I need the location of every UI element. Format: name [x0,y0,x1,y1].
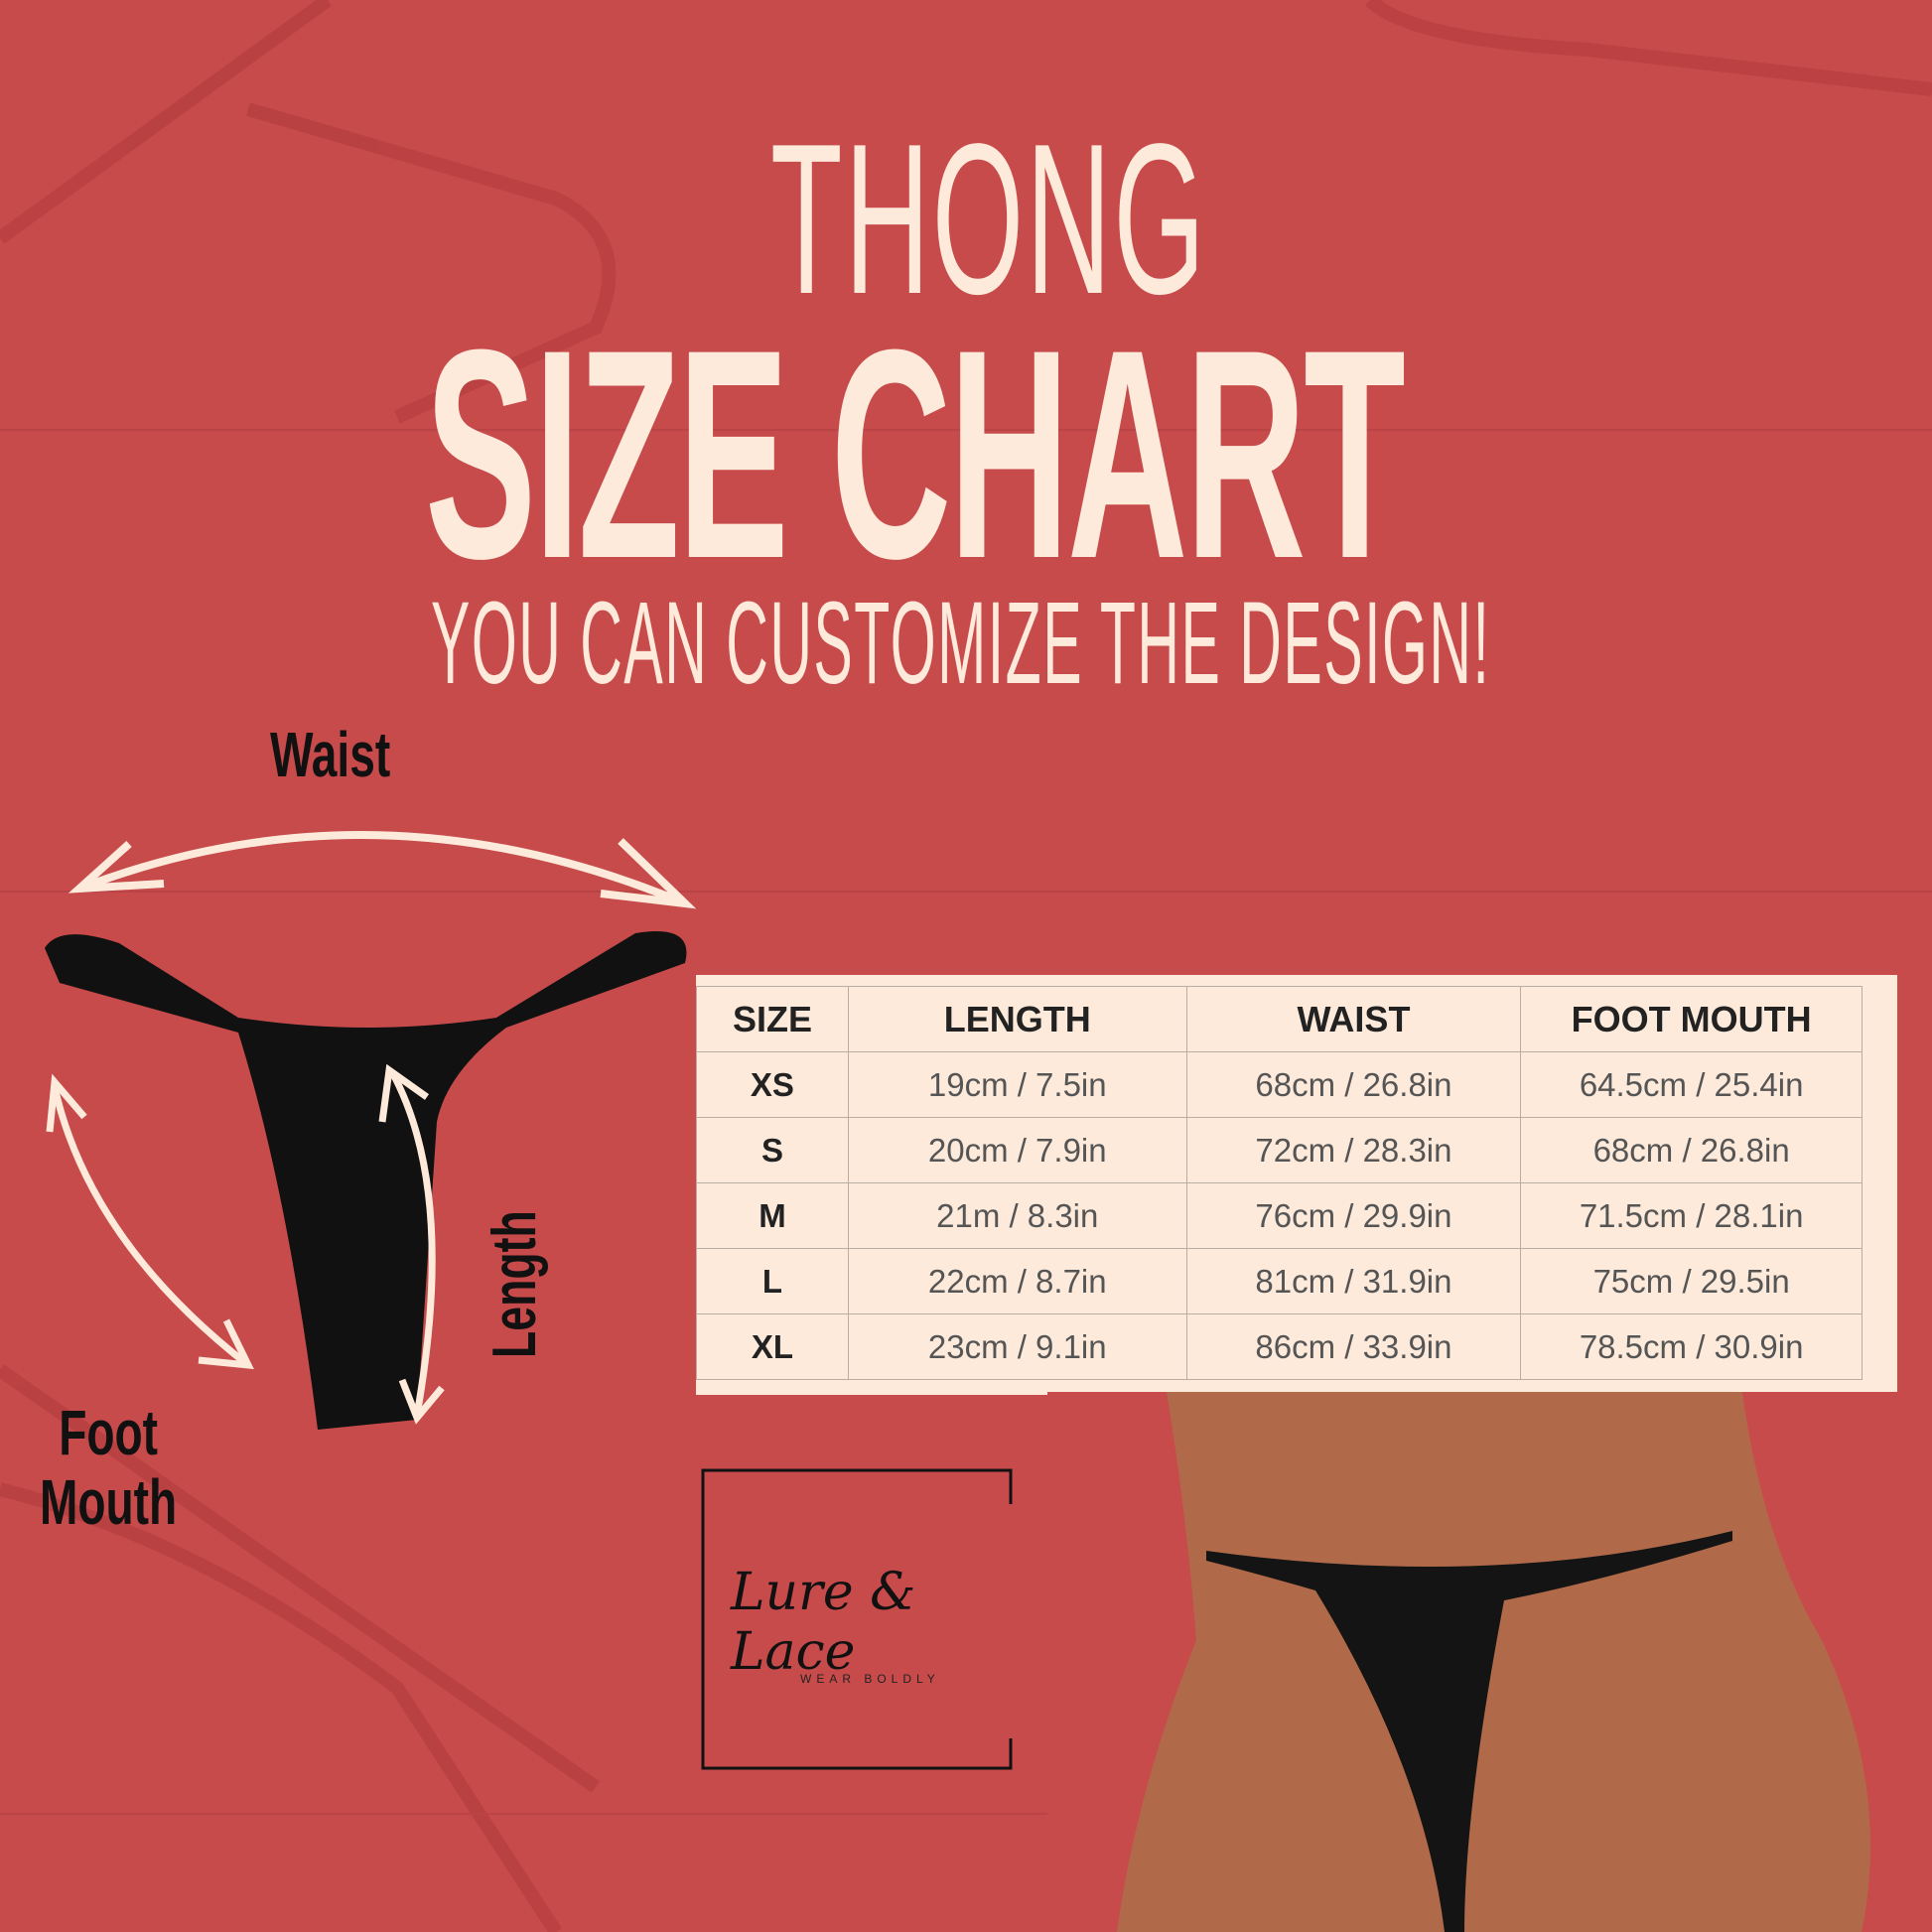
length-cell: 20cm / 7.9in [847,1117,1187,1183]
waist-cell: 81cm / 31.9in [1185,1248,1522,1314]
table-row: M 21m / 8.3in 76cm / 29.9in 71.5cm / 28.1in [696,1182,1863,1249]
foot-mouth-arrow-icon [46,1073,254,1370]
logo-tagline: WEAR BOLDLY [800,1672,940,1686]
model-photo [1047,1392,1932,1932]
foot-mouth-line2: Mouth [40,1466,178,1539]
size-cell: XL [696,1313,849,1380]
size-table: SIZE LENGTH WAIST FOOT MOUTH XS 19cm / 7.… [696,986,1863,1380]
waist-arrow-icon [68,831,697,909]
header-size: SIZE [696,986,849,1052]
thong-shape [45,931,687,1430]
size-cell: M [696,1182,849,1249]
size-table-panel: SIZE LENGTH WAIST FOOT MOUTH XS 19cm / 7.… [696,975,1897,1395]
foot-mouth-cell: 64.5cm / 25.4in [1520,1051,1863,1118]
length-cell: 22cm / 8.7in [847,1248,1187,1314]
table-row: L 22cm / 8.7in 81cm / 31.9in 75cm / 29.5in [696,1248,1863,1314]
table-row: XS 19cm / 7.5in 68cm / 26.8in 64.5cm / 25.4… [696,1051,1863,1118]
length-cell: 23cm / 9.1in [847,1313,1187,1380]
length-arrow-icon [378,1063,445,1425]
size-cell: XS [696,1051,849,1118]
table-header-row: SIZE LENGTH WAIST FOOT MOUTH [696,986,1863,1052]
foot-mouth-label: Foot Mouth [40,1398,177,1538]
length-cell: 21m / 8.3in [847,1182,1187,1249]
waist-cell: 86cm / 33.9in [1185,1313,1522,1380]
foot-mouth-line1: Foot [59,1397,158,1468]
table-row: S 20cm / 7.9in 72cm / 28.3in 68cm / 26.8in [696,1117,1863,1183]
header-waist: WAIST [1185,986,1522,1052]
waist-cell: 68cm / 26.8in [1185,1051,1522,1118]
waist-cell: 72cm / 28.3in [1185,1117,1522,1183]
foot-mouth-cell: 71.5cm / 28.1in [1520,1182,1863,1249]
length-label: Length [481,1210,549,1358]
header-length: LENGTH [847,986,1187,1052]
size-cell: L [696,1248,849,1314]
brand-logo: Lure & Lace WEAR BOLDLY [701,1468,1013,1770]
foot-mouth-cell: 75cm / 29.5in [1520,1248,1863,1314]
title-thong: THONG [770,98,1207,339]
waist-label: Waist [270,719,391,790]
header-foot-mouth: FOOT MOUTH [1520,986,1863,1052]
logo-script: Lure & Lace [731,1563,916,1682]
foot-mouth-cell: 68cm / 26.8in [1520,1117,1863,1183]
title-size-chart: SIZE CHART [425,287,1406,621]
subtitle: YOU CAN CUSTOMIZE THE DESIGN! [431,578,1491,709]
waist-cell: 76cm / 29.9in [1185,1182,1522,1249]
length-cell: 19cm / 7.5in [847,1051,1187,1118]
size-cell: S [696,1117,849,1183]
table-row: XL 23cm / 9.1in 86cm / 33.9in 78.5cm / 30.9… [696,1313,1863,1380]
thong-diagram [45,831,697,1430]
foot-mouth-cell: 78.5cm / 30.9in [1520,1313,1863,1380]
logo-frame [701,1468,1013,1770]
